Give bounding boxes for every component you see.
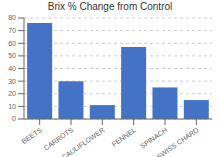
svg-text:70: 70 (8, 27, 16, 34)
svg-text:20: 20 (8, 90, 16, 97)
svg-text:FENNEL: FENNEL (110, 126, 137, 148)
svg-text:BEETS: BEETS (20, 126, 43, 145)
svg-text:CARROTS: CARROTS (42, 126, 75, 152)
svg-text:40: 40 (8, 65, 16, 72)
svg-text:SPINACH: SPINACH (139, 126, 169, 150)
svg-text:30: 30 (8, 78, 16, 85)
svg-text:CAULIFLOWER: CAULIFLOWER (60, 126, 105, 157)
svg-text:0: 0 (12, 115, 16, 122)
svg-text:10: 10 (8, 103, 16, 110)
svg-text:50: 50 (8, 52, 16, 59)
svg-text:SWISS CHARD: SWISS CHARD (155, 126, 199, 157)
html-text:Brix % Change from Control: Brix % Change from Control (47, 1, 173, 12)
svg-text:60: 60 (8, 40, 16, 47)
svg-text:80: 80 (8, 14, 16, 21)
